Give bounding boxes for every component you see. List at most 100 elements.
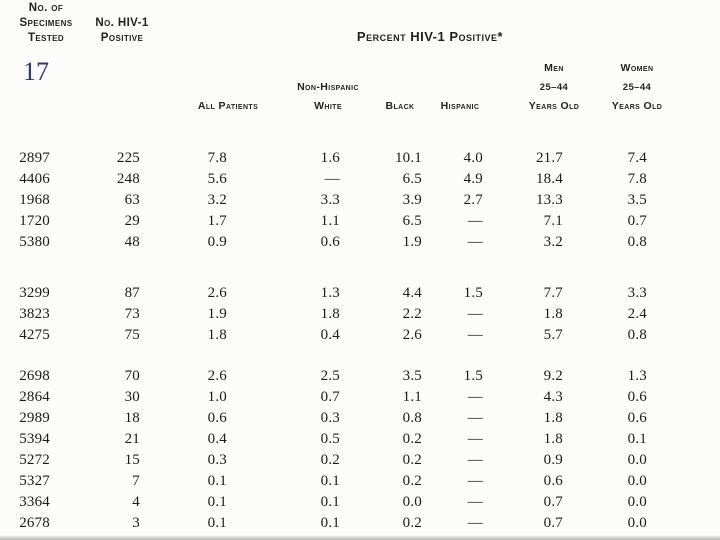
header-line: Non-Hispanic xyxy=(297,81,359,93)
table-cell: 13.3 xyxy=(535,192,563,208)
table-cell: 0.2 xyxy=(402,515,422,531)
table-cell: 7.8 xyxy=(627,171,647,187)
table-cell: — xyxy=(324,171,340,187)
table-cell: 7.4 xyxy=(627,150,647,166)
table-cell: 30 xyxy=(124,389,140,405)
table-body: 2897 225 7.8 1.6 10.1 4.0 21.7 7.4 4406 248 5.6 — 6.… xyxy=(10,148,647,534)
table-cell: 7.8 xyxy=(207,150,227,166)
header-line: 25–44 xyxy=(622,82,652,93)
table-cell: 1968 xyxy=(19,192,50,208)
table-cell: 2.6 xyxy=(207,368,227,384)
table-cell: 1.5 xyxy=(463,368,483,384)
page-number-annotation: 17 xyxy=(23,57,49,86)
table-cell: 3.5 xyxy=(402,368,422,384)
table-cell: 2897 xyxy=(19,150,50,166)
table-cell: 248 xyxy=(116,171,140,187)
table-cell: 1.1 xyxy=(402,389,422,405)
table-cell: 21.7 xyxy=(535,150,563,166)
table-cell: 0.6 xyxy=(543,473,563,489)
table-cell: 4275 xyxy=(19,327,50,343)
table-cell: 0.9 xyxy=(207,234,227,250)
table-cell: 0.1 xyxy=(207,515,227,531)
table-cell: — xyxy=(467,213,483,229)
table-cell: — xyxy=(467,306,483,322)
table-cell: 1.5 xyxy=(463,285,483,301)
table-cell: 63 xyxy=(124,192,140,208)
table-cell: 3.3 xyxy=(320,192,340,208)
column-header-non-hispanic-white: Non-Hispanic White xyxy=(278,78,378,116)
table-cell: 0.5 xyxy=(320,431,340,447)
scan-edge-shadow xyxy=(0,535,720,540)
table-cell: — xyxy=(467,389,483,405)
header-line: Years Old xyxy=(528,100,580,112)
table-cell: 21 xyxy=(124,431,140,447)
column-header-black: Black xyxy=(360,97,440,116)
table-cell: 0.2 xyxy=(402,473,422,489)
table-cell: 0.8 xyxy=(627,234,647,250)
table-cell: 10.1 xyxy=(394,150,422,166)
table-cell: 0.1 xyxy=(320,473,340,489)
table-cell: 7.1 xyxy=(543,213,563,229)
table-cell: 3.5 xyxy=(627,192,647,208)
table-cell: 3.2 xyxy=(207,192,227,208)
table-cell: 1.6 xyxy=(320,150,340,166)
header-line: Hispanic xyxy=(440,100,480,112)
row-group: 2698 70 2.6 2.5 3.5 1.5 9.2 1.3 2864 30 1.0 0.7 1.1 —… xyxy=(10,366,647,534)
table-cell: 2678 xyxy=(19,515,50,531)
table-cell: — xyxy=(467,327,483,343)
header-line: Black xyxy=(385,100,415,112)
table-cell: 0.4 xyxy=(320,327,340,343)
table-cell: 3299 xyxy=(19,285,50,301)
table-cell: 9.2 xyxy=(543,368,563,384)
table-cell: 1.8 xyxy=(543,306,563,322)
table-cell: 3364 xyxy=(19,494,50,510)
row-group: 3299 87 2.6 1.3 4.4 1.5 7.7 3.3 3823 73 1.9 1.8 2.2 —… xyxy=(10,283,647,346)
table-cell: 0.2 xyxy=(402,452,422,468)
table-cell: 0.4 xyxy=(207,431,227,447)
table-cell: 75 xyxy=(124,327,140,343)
header-line: 25–44 xyxy=(539,82,569,93)
table-cell: 4 xyxy=(132,494,140,510)
header-line: No. of xyxy=(28,2,64,14)
header-line: Women xyxy=(620,62,654,74)
table-cell: 7.7 xyxy=(543,285,563,301)
table-cell: 0.7 xyxy=(543,494,563,510)
table-cell: 15 xyxy=(124,452,140,468)
table-cell: 0.6 xyxy=(627,410,647,426)
table-cell: 1.8 xyxy=(320,306,340,322)
table-cell: 1.0 xyxy=(207,389,227,405)
table-cell: 0.9 xyxy=(543,452,563,468)
table-cell: 3.3 xyxy=(627,285,647,301)
table-cell: 2.6 xyxy=(207,285,227,301)
table-cell: 0.7 xyxy=(320,389,340,405)
table-cell: 3823 xyxy=(19,306,50,322)
table-cell: 18 xyxy=(124,410,140,426)
table-cell: — xyxy=(467,452,483,468)
table-cell: 1.7 xyxy=(207,213,227,229)
table-cell: 0.1 xyxy=(320,494,340,510)
table-cell: 5.7 xyxy=(543,327,563,343)
header-line: Men xyxy=(544,62,564,74)
table-cell: 0.1 xyxy=(627,431,647,447)
column-header-hispanic: Hispanic xyxy=(415,97,505,116)
table-cell: 1.9 xyxy=(402,234,422,250)
table-cell: — xyxy=(467,473,483,489)
table-cell: 1.9 xyxy=(207,306,227,322)
table-cell: 3.2 xyxy=(543,234,563,250)
header-line: White xyxy=(314,100,342,112)
table-cell: 0.1 xyxy=(320,515,340,531)
table-cell: 3.9 xyxy=(402,192,422,208)
table-cell: 18.4 xyxy=(535,171,563,187)
table-cell: 1.8 xyxy=(543,431,563,447)
table-cell: 5.6 xyxy=(207,171,227,187)
table-cell: 29 xyxy=(124,213,140,229)
table-cell: 1.8 xyxy=(207,327,227,343)
table-cell: 1720 xyxy=(19,213,50,229)
header-line: Positive xyxy=(100,32,144,44)
header-line: No. HIV-1 xyxy=(95,17,149,29)
table-cell: 5327 xyxy=(19,473,50,489)
table-cell: 0.0 xyxy=(627,515,647,531)
table-cell: 87 xyxy=(124,285,140,301)
table-cell: 0.3 xyxy=(207,452,227,468)
